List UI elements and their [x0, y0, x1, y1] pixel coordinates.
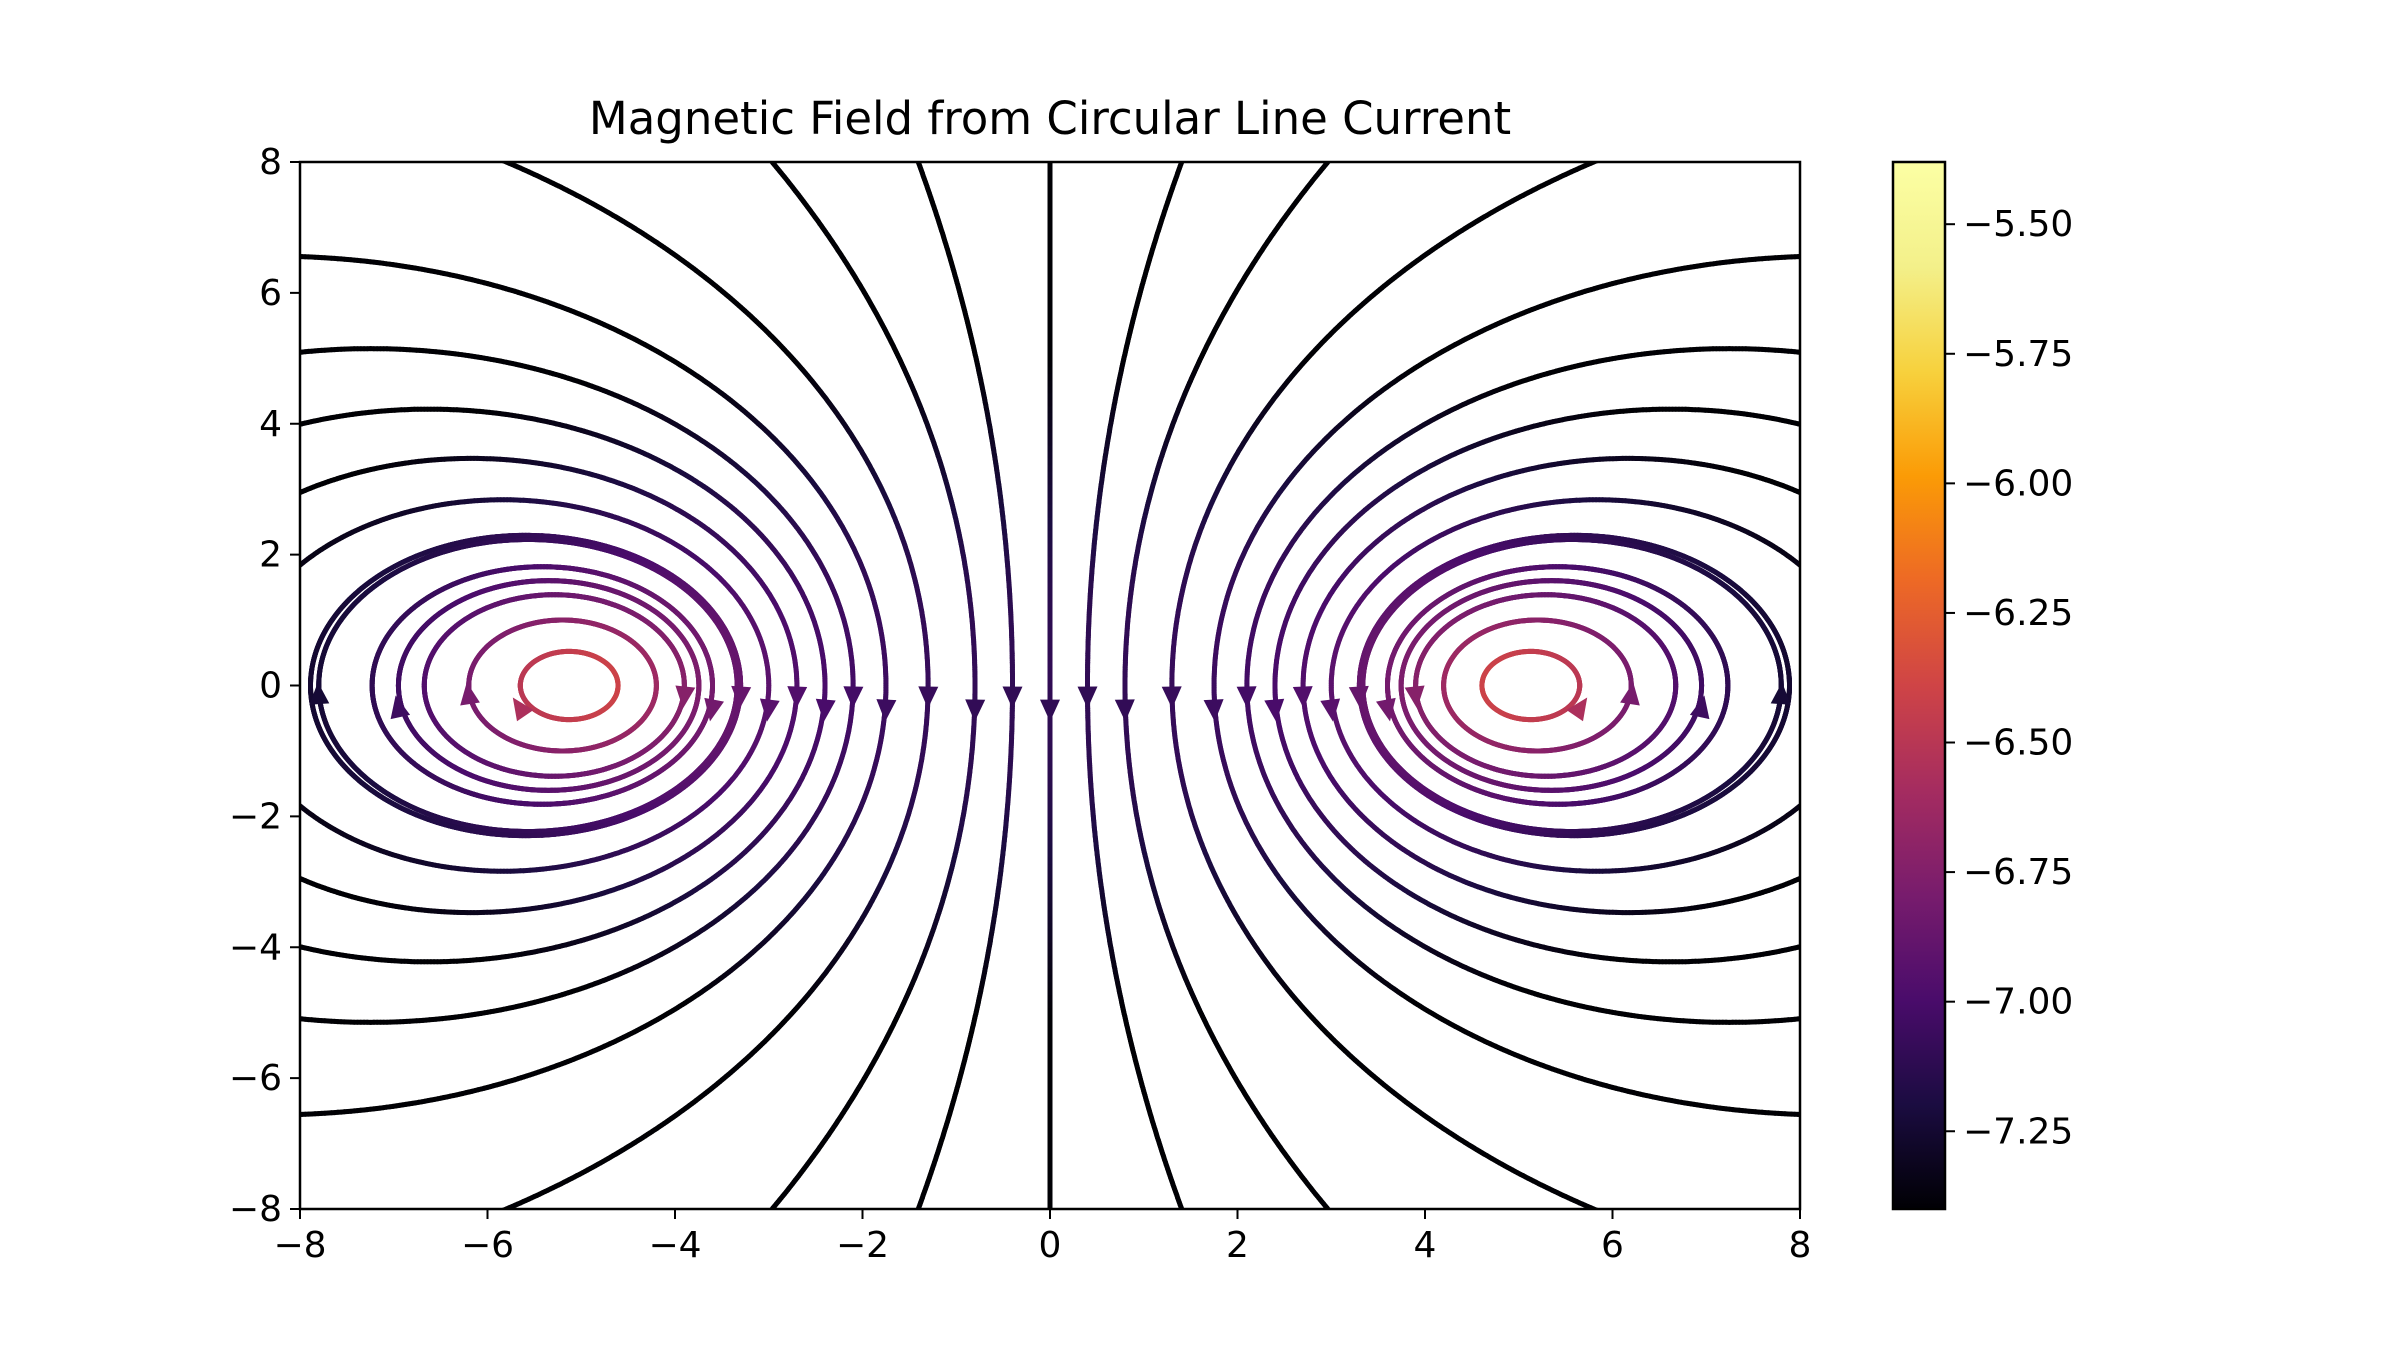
streamlines — [295, 159, 1804, 1212]
chart-title: Magnetic Field from Circular Line Curren… — [589, 92, 1511, 145]
